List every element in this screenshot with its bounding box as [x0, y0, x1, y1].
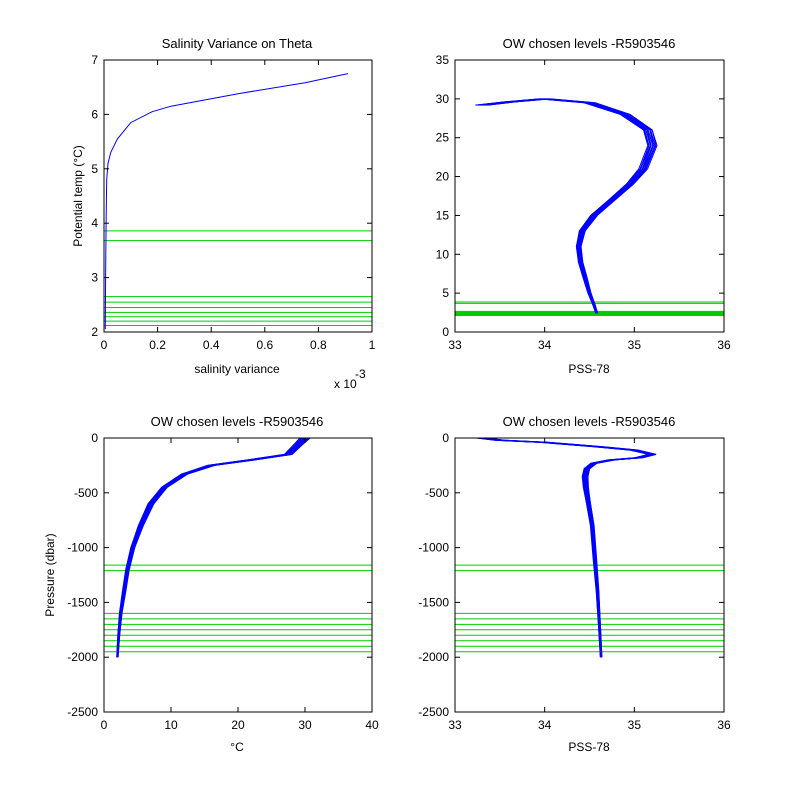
x-tick-label: 10 — [164, 718, 178, 732]
x-tick-label: 0.8 — [310, 338, 327, 352]
y-tick-label: 25 — [436, 131, 450, 145]
x-tick-label: 35 — [628, 338, 642, 352]
y-axis-label: Potential temp (°C) — [71, 145, 85, 247]
y-tick-label: 30 — [436, 92, 450, 106]
x-exponent-power: -3 — [355, 367, 366, 381]
panel-title: OW chosen levels -R5903546 — [503, 36, 676, 51]
x-tick-label: 36 — [717, 718, 731, 732]
y-tick-label: -2500 — [418, 705, 449, 719]
panel-pressure-temperature: OW chosen levels -R5903546 0 10 20 30 40 -250… — [43, 414, 379, 754]
y-tick-label: -1500 — [67, 595, 98, 609]
x-tick-label: 34 — [538, 718, 552, 732]
x-tick-label: 33 — [448, 718, 462, 732]
x-tick-label: 30 — [298, 718, 312, 732]
y-tick-label: -1000 — [418, 541, 449, 555]
plot-area — [104, 438, 372, 658]
y-axis-label: Pressure (dbar) — [43, 533, 57, 616]
y-tick-label: 10 — [436, 247, 450, 261]
y-tick-label: 2 — [91, 325, 98, 339]
x-tick-label: 40 — [365, 718, 379, 732]
x-axis-label: salinity variance — [194, 362, 280, 376]
y-tick-label: -500 — [425, 486, 449, 500]
x-exponent-label: x 10 — [334, 377, 357, 391]
y-tick-label: -2000 — [418, 650, 449, 664]
y-tick-label: 6 — [91, 107, 98, 121]
y-tick-label: 35 — [436, 53, 450, 67]
plot-area — [455, 98, 724, 317]
y-tick-label: 0 — [91, 431, 98, 445]
x-tick-label: 0 — [101, 338, 108, 352]
x-axis-label: °C — [230, 740, 244, 754]
y-tick-label: 0 — [442, 325, 449, 339]
x-tick-label: 0 — [101, 718, 108, 732]
x-tick-label: 0.6 — [256, 338, 273, 352]
x-tick-label: 1 — [369, 338, 376, 352]
y-tick-label: 15 — [436, 208, 450, 222]
y-tick-label: -2000 — [67, 650, 98, 664]
axis-ticks: 0 10 20 30 40 -2500 -2000 -1500 -1000 -500 0 — [67, 431, 379, 732]
panel-salinity-variance: Salinity Variance on Theta 0 0.2 0.4 0.6 0.8… — [71, 36, 376, 391]
x-tick-label: 35 — [628, 718, 642, 732]
series-line — [488, 98, 658, 314]
plot-area — [455, 438, 724, 658]
x-tick-label: 34 — [538, 338, 552, 352]
axes-frame — [103, 59, 373, 333]
y-tick-label: -500 — [74, 486, 98, 500]
y-tick-label: 20 — [436, 170, 450, 184]
y-tick-label: 4 — [91, 216, 98, 230]
axes-frame — [454, 437, 725, 713]
axis-ticks: 33 34 35 36 0 5 10 15 20 25 30 35 — [436, 53, 731, 352]
axes-frame — [454, 59, 725, 333]
series-line — [487, 438, 657, 658]
x-tick-label: 36 — [717, 338, 731, 352]
panel-title: OW chosen levels -R5903546 — [151, 414, 324, 429]
y-tick-label: 3 — [91, 271, 98, 285]
x-axis-label: PSS-78 — [568, 362, 610, 376]
y-tick-label: 5 — [442, 286, 449, 300]
plot-area — [104, 73, 372, 330]
y-tick-label: -1500 — [418, 595, 449, 609]
axis-ticks: 0 0.2 0.4 0.6 0.8 1 2 3 4 5 6 7 — [91, 53, 375, 352]
panel-pressure-salinity: OW chosen levels -R5903546 33 34 35 36 -2500… — [418, 414, 731, 754]
x-axis-label: PSS-78 — [568, 740, 610, 754]
series-line — [117, 438, 311, 658]
panel-title: OW chosen levels -R5903546 — [503, 414, 676, 429]
y-tick-label: 7 — [91, 53, 98, 67]
axis-ticks: 33 34 35 36 -2500 -2000 -1500 -1000 -500 0 — [418, 431, 731, 732]
panel-theta-salinity: OW chosen levels -R5903546 33 34 35 36 0 5 10 1… — [436, 36, 731, 376]
y-tick-label: -1000 — [67, 541, 98, 555]
x-tick-label: 0.4 — [203, 338, 220, 352]
y-tick-label: -2500 — [67, 705, 98, 719]
x-tick-label: 33 — [448, 338, 462, 352]
x-tick-label: 0.2 — [149, 338, 166, 352]
x-tick-label: 20 — [231, 718, 245, 732]
panel-title: Salinity Variance on Theta — [162, 36, 313, 51]
y-tick-label: 0 — [442, 431, 449, 445]
y-tick-label: 5 — [91, 162, 98, 176]
